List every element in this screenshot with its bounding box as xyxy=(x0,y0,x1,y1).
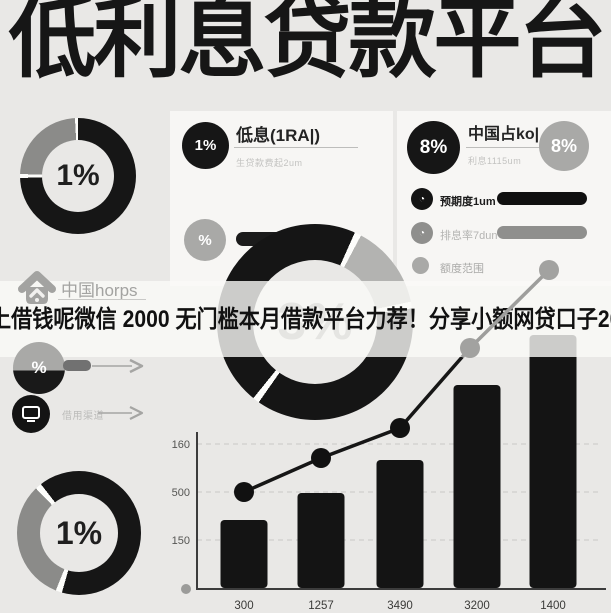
trend-line-lower xyxy=(243,346,472,494)
bar xyxy=(376,460,424,588)
divider xyxy=(234,147,358,148)
x-axis-tick-label: 3200 xyxy=(464,600,490,612)
house-icon xyxy=(18,271,56,304)
card-title: 中国占ko| xyxy=(468,126,540,143)
y-axis-tick-label: 500 xyxy=(172,487,190,499)
page-title: 低利息贷款平台 xyxy=(8,0,606,88)
donut-chart-bottom-left: 1% xyxy=(17,471,141,595)
data-point-gray xyxy=(460,338,480,358)
link-label: 借用渠道 xyxy=(62,411,104,422)
legend-label: 额度范围 xyxy=(440,263,484,275)
arrow-right-icon xyxy=(92,358,144,374)
donut-value: 1% xyxy=(42,140,114,212)
clock-icon: ◔ xyxy=(411,222,433,244)
bar xyxy=(453,385,501,588)
percent-badge-gray: % xyxy=(184,219,226,261)
dot-icon xyxy=(412,257,429,274)
row-label: 预期度1um xyxy=(440,196,496,208)
card-title: 低息(1RA|) xyxy=(236,126,321,145)
bar xyxy=(220,520,268,588)
bar xyxy=(297,493,345,588)
card-subtitle: 生贷款费起2um xyxy=(236,158,303,168)
brand-label: 中国horps xyxy=(61,281,138,300)
data-point xyxy=(311,448,331,468)
percent-badge-dark: 8% xyxy=(407,121,460,174)
percent-badge-dark: 1% xyxy=(182,122,229,169)
x-axis-tick-label: 3490 xyxy=(387,600,413,612)
axis-origin-dot xyxy=(181,584,191,594)
arrow-right-icon xyxy=(98,406,144,420)
progress-pill-dark xyxy=(497,192,587,205)
donut-chart-top-left: 1% xyxy=(20,118,136,234)
monitor-icon xyxy=(12,395,50,433)
divider xyxy=(58,299,146,300)
donut-value: 1% xyxy=(40,494,118,572)
progress-pill-gray xyxy=(63,360,91,371)
data-point xyxy=(234,482,254,502)
percent-badge-gray: 8% xyxy=(539,121,589,171)
percent-badge-split: % xyxy=(13,342,65,394)
y-axis-tick-label: 150 xyxy=(172,535,190,547)
x-axis-tick-label: 1400 xyxy=(540,600,566,612)
progress-pill-gray xyxy=(497,226,587,239)
data-point xyxy=(390,418,410,438)
data-point-gray xyxy=(539,260,559,280)
bar xyxy=(529,335,577,588)
row-label: 排息率7dun xyxy=(440,230,498,242)
axis xyxy=(196,432,606,590)
divider xyxy=(466,147,582,148)
clock-icon: ◔ xyxy=(411,188,433,210)
x-axis-tick-label: 300 xyxy=(234,600,253,612)
card-subtitle: 利息1115um xyxy=(468,156,522,166)
x-axis-tick-label: 1257 xyxy=(308,600,334,612)
headline-band xyxy=(0,281,611,357)
y-axis-tick-label: 160 xyxy=(172,439,190,451)
